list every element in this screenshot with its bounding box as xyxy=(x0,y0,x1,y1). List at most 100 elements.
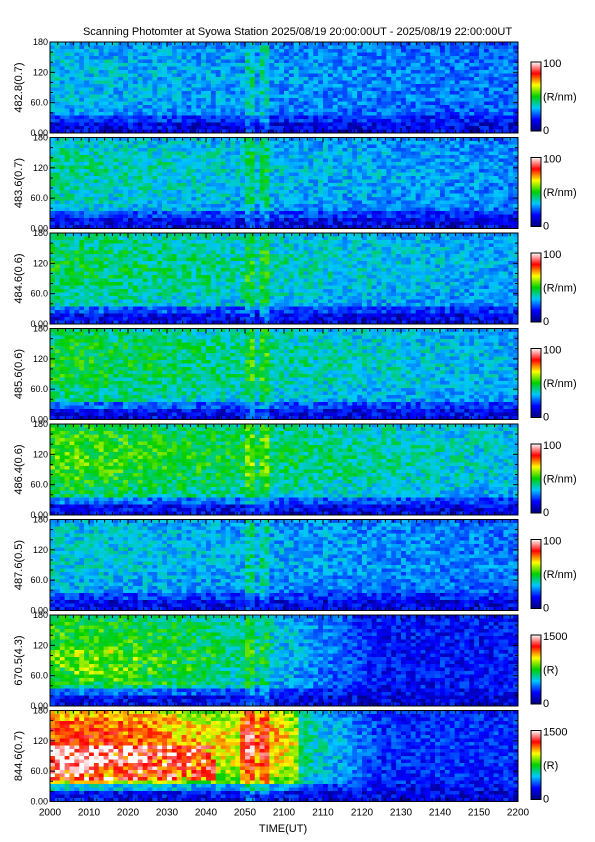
colorbar-min-label: 0 xyxy=(543,507,549,519)
heatmap xyxy=(50,42,519,134)
y-tick-label: 180 xyxy=(33,324,48,334)
panel-2: 0.00 60.0 120 180 483.6(0.7) 100 0 (R/nm) xyxy=(13,133,577,234)
x-tick-label: 2100 xyxy=(273,808,296,819)
x-tick-label: 2050 xyxy=(234,808,257,819)
colorbar-unit-label: (R/nm) xyxy=(543,378,577,390)
colorbar-max-label: 100 xyxy=(543,154,561,166)
y-tick-label: 0.00 xyxy=(30,510,48,520)
colorbar-max-label: 100 xyxy=(543,536,561,548)
y-tick-label: 60.0 xyxy=(30,289,48,299)
y-tick-label: 0.00 xyxy=(30,319,48,329)
colorbar-unit-label: (R) xyxy=(543,760,558,772)
heatmap xyxy=(50,424,519,516)
colorbar-min-label: 0 xyxy=(543,221,549,233)
panel-ylabel: 483.6(0.7) xyxy=(13,158,25,208)
y-tick-label: 60.0 xyxy=(30,98,48,108)
colorbar-max-label: 100 xyxy=(543,440,561,452)
y-tick-label: 60.0 xyxy=(30,384,48,394)
y-tick-label: 120 xyxy=(33,640,48,650)
colorbar xyxy=(530,252,542,323)
y-tick-label: 180 xyxy=(33,515,48,525)
heatmap xyxy=(50,328,519,420)
y-tick-label: 120 xyxy=(33,545,48,555)
colorbar-unit-label: (R/nm) xyxy=(543,474,577,486)
x-axis-label: TIME(UT) xyxy=(259,823,307,835)
y-tick-label: 0.00 xyxy=(30,797,48,807)
panel-1: 0.00 60.0 120 180 482.8(0.7) 100 0 (R/nm) xyxy=(13,37,577,138)
x-tick-label: 2020 xyxy=(117,808,140,819)
panel-ylabel: 482.8(0.7) xyxy=(13,62,25,112)
colorbar-max-label: 100 xyxy=(543,249,561,261)
y-tick-label: 120 xyxy=(33,736,48,746)
panel-ylabel: 670.5(4.3) xyxy=(13,635,25,685)
x-tick-label: 2140 xyxy=(429,808,452,819)
y-tick-label: 0.00 xyxy=(30,701,48,711)
x-tick-label: 2200 xyxy=(507,808,530,819)
colorbar-min-label: 0 xyxy=(543,603,549,615)
x-tick-label: 2040 xyxy=(195,808,218,819)
y-tick-label: 0.00 xyxy=(30,606,48,616)
panel-4: 0.00 60.0 120 180 485.6(0.6) 100 0 (R/nm) xyxy=(13,324,577,425)
y-tick-label: 180 xyxy=(33,228,48,238)
colorbar-unit-label: (R/nm) xyxy=(543,92,577,104)
y-tick-label: 180 xyxy=(33,133,48,143)
panel-7: 0.00 60.0 120 180 670.5(4.3) 1500 0 (R) xyxy=(13,610,567,711)
colorbar-max-label: 1500 xyxy=(543,727,567,739)
colorbar-max-label: 100 xyxy=(543,345,561,357)
y-tick-label: 60.0 xyxy=(30,671,48,681)
y-tick-label: 180 xyxy=(33,610,48,620)
colorbar xyxy=(530,730,542,800)
x-axis: 2000 2010 2020 2030 2040 2050 2100 2110 2120 2130… xyxy=(39,808,530,819)
y-tick-label: 0.00 xyxy=(30,224,48,234)
y-tick-label: 120 xyxy=(33,258,48,268)
colorbar xyxy=(530,348,542,418)
colorbar-min-label: 0 xyxy=(543,316,549,328)
panel-ylabel: 487.6(0.5) xyxy=(13,540,25,590)
x-tick-label: 2030 xyxy=(156,808,179,819)
colorbar-min-label: 0 xyxy=(543,412,549,424)
panel-8: 0.00 60.0 120 180 844.6(0.7) 1500 0 (R) xyxy=(13,706,567,807)
colorbar-min-label: 0 xyxy=(543,794,549,806)
y-tick-label: 0.00 xyxy=(30,415,48,425)
colorbar-max-label: 1500 xyxy=(543,631,567,643)
panel-5: 0.00 60.0 120 180 486.4(0.6) 100 0 (R/nm) xyxy=(13,419,577,520)
y-tick-label: 0.00 xyxy=(30,128,48,138)
panel-ylabel: 844.6(0.7) xyxy=(13,731,25,781)
colorbar-unit-label: (R/nm) xyxy=(543,283,577,295)
y-tick-label: 180 xyxy=(33,706,48,716)
y-tick-label: 60.0 xyxy=(30,480,48,490)
panel-ylabel: 485.6(0.6) xyxy=(13,349,25,399)
colorbar-unit-label: (R/nm) xyxy=(543,187,577,199)
colorbar xyxy=(530,443,542,514)
y-tick-label: 60.0 xyxy=(30,193,48,203)
colorbar-min-label: 0 xyxy=(543,698,549,710)
panel-ylabel: 486.4(0.6) xyxy=(13,444,25,494)
y-tick-label: 120 xyxy=(33,449,48,459)
chart-title: Scanning Photomter at Syowa Station 2025… xyxy=(0,26,595,39)
x-tick-label: 2130 xyxy=(390,808,413,819)
panel-3: 0.00 60.0 120 180 484.6(0.6) 100 0 (R/nm) xyxy=(13,228,577,329)
x-tick-label: 2010 xyxy=(78,808,101,819)
colorbar xyxy=(530,61,542,132)
colorbar-unit-label: (R/nm) xyxy=(543,569,577,581)
x-tick-label: 2000 xyxy=(39,808,62,819)
heatmap xyxy=(50,233,519,325)
y-tick-label: 180 xyxy=(33,419,48,429)
heatmap xyxy=(50,519,519,611)
y-tick-label: 120 xyxy=(33,163,48,173)
colorbar xyxy=(530,157,542,227)
y-tick-label: 60.0 xyxy=(30,766,48,776)
y-tick-label: 120 xyxy=(33,354,48,364)
x-tick-label: 2120 xyxy=(351,808,374,819)
panel-6: 0.00 60.0 120 180 487.6(0.5) 100 0 (R/nm) xyxy=(13,515,577,616)
heatmap xyxy=(50,615,519,707)
colorbar-unit-label: (R) xyxy=(543,665,558,677)
colorbar xyxy=(530,634,542,705)
panel-ylabel: 484.6(0.6) xyxy=(13,253,25,303)
colorbar-max-label: 100 xyxy=(543,58,561,70)
colorbar xyxy=(530,539,542,609)
colorbar-min-label: 0 xyxy=(543,125,549,137)
heatmap xyxy=(50,137,519,229)
panels: 0.00 60.0 120 180 482.8(0.7) 100 0 (R/nm) 0.00 60… xyxy=(13,37,577,807)
